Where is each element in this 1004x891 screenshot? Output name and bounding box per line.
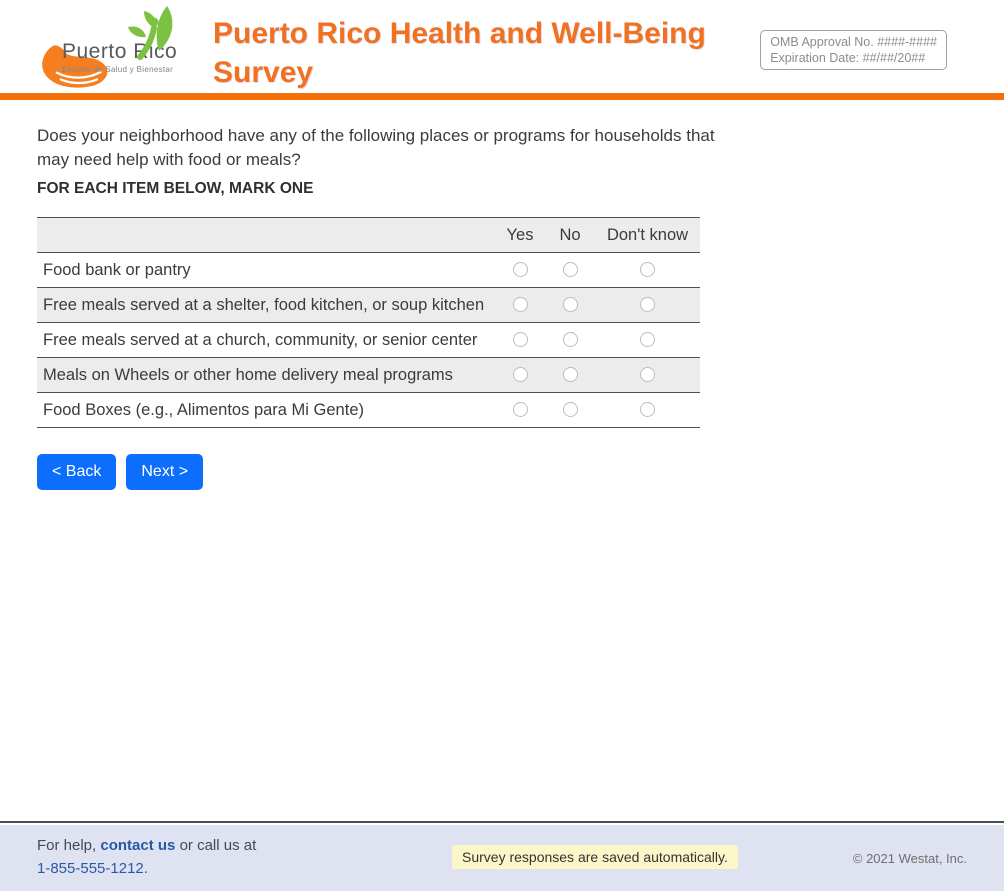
row-label: Free meals served at a church, community… bbox=[43, 330, 478, 349]
row-label: Food Boxes (e.g., Alimentos para Mi Gent… bbox=[43, 400, 364, 419]
omb-expiration-date: Expiration Date: ##/##/20## bbox=[770, 51, 926, 65]
contact-us-link[interactable]: contact us bbox=[100, 837, 176, 854]
omb-approval-box: OMB Approval No. ####-#### Expiration Da… bbox=[760, 30, 947, 70]
table-body: Food bank or pantry Free meals served at… bbox=[37, 253, 700, 428]
table-row: Food bank or pantry bbox=[37, 253, 700, 288]
radio-dont-know[interactable] bbox=[640, 262, 655, 278]
header-cell-no: No bbox=[559, 225, 581, 244]
radio-yes[interactable] bbox=[512, 402, 528, 418]
row-label: Free meals served at a shelter, food kit… bbox=[43, 295, 485, 314]
instruction-text: FOR EACH ITEM BELOW, MARK ONE bbox=[37, 180, 314, 197]
header-divider-bar bbox=[0, 93, 1004, 100]
header: Puerto Rico Estudio de Salud y Bienestar… bbox=[0, 0, 1004, 93]
main-content: Does your neighborhood have any of the f… bbox=[0, 124, 1004, 490]
logo-subtitle: Estudio de Salud y Bienestar bbox=[62, 65, 174, 74]
header-cell-yes: Yes bbox=[506, 225, 534, 244]
question-text: Does your neighborhood have any of the f… bbox=[37, 126, 715, 169]
radio-dont-know[interactable] bbox=[640, 297, 655, 313]
navigation-buttons: < Back Next > bbox=[37, 454, 1004, 490]
radio-no[interactable] bbox=[562, 367, 578, 383]
phone-link[interactable]: 1-855-555-1212. bbox=[37, 860, 148, 877]
radio-no[interactable] bbox=[562, 332, 578, 348]
radio-yes[interactable] bbox=[512, 332, 528, 348]
page-title: Puerto Rico Health and Well-Being Survey bbox=[213, 17, 706, 89]
radio-no[interactable] bbox=[562, 402, 578, 418]
help-prefix: For help, bbox=[37, 837, 97, 854]
options-table: Yes No Don't know Food bank or pantry Fr… bbox=[37, 217, 700, 428]
table-row: Free meals served at a shelter, food kit… bbox=[37, 287, 700, 323]
sprout-icon bbox=[128, 6, 173, 60]
table-header-row: Yes No Don't know bbox=[37, 217, 700, 253]
footer-divider bbox=[0, 821, 1004, 823]
radio-dont-know[interactable] bbox=[640, 332, 655, 348]
footer-help-text: For help, contact us or call us at 1-855… bbox=[37, 834, 256, 880]
radio-no[interactable] bbox=[562, 262, 578, 278]
omb-approval-number: OMB Approval No. ####-#### bbox=[770, 35, 937, 49]
row-label: Food bank or pantry bbox=[43, 260, 191, 279]
radio-dont-know[interactable] bbox=[640, 367, 655, 383]
header-cell-dont-know: Don't know bbox=[606, 225, 689, 244]
table-row: Free meals served at a church, community… bbox=[37, 323, 700, 358]
autosave-notice: Survey responses are saved automatically… bbox=[452, 845, 738, 869]
back-button[interactable]: < Back bbox=[37, 454, 117, 490]
header-cell-blank bbox=[37, 218, 495, 253]
radio-yes[interactable] bbox=[512, 297, 528, 313]
radio-no[interactable] bbox=[562, 297, 578, 313]
table-row: Meals on Wheels or other home delivery m… bbox=[37, 357, 700, 393]
table-row: Food Boxes (e.g., Alimentos para Mi Gent… bbox=[37, 393, 700, 428]
radio-yes[interactable] bbox=[512, 262, 528, 278]
hand-icon bbox=[42, 45, 108, 88]
site-logo: Puerto Rico Estudio de Salud y Bienestar bbox=[37, 0, 195, 93]
radio-dont-know[interactable] bbox=[640, 402, 655, 418]
copyright-text: © 2021 Westat, Inc. bbox=[852, 851, 967, 866]
help-suffix: or call us at bbox=[179, 837, 257, 854]
row-label: Meals on Wheels or other home delivery m… bbox=[43, 365, 453, 384]
next-button[interactable]: Next > bbox=[126, 454, 204, 490]
footer: For help, contact us or call us at 1-855… bbox=[0, 825, 1004, 891]
radio-yes[interactable] bbox=[512, 367, 528, 383]
